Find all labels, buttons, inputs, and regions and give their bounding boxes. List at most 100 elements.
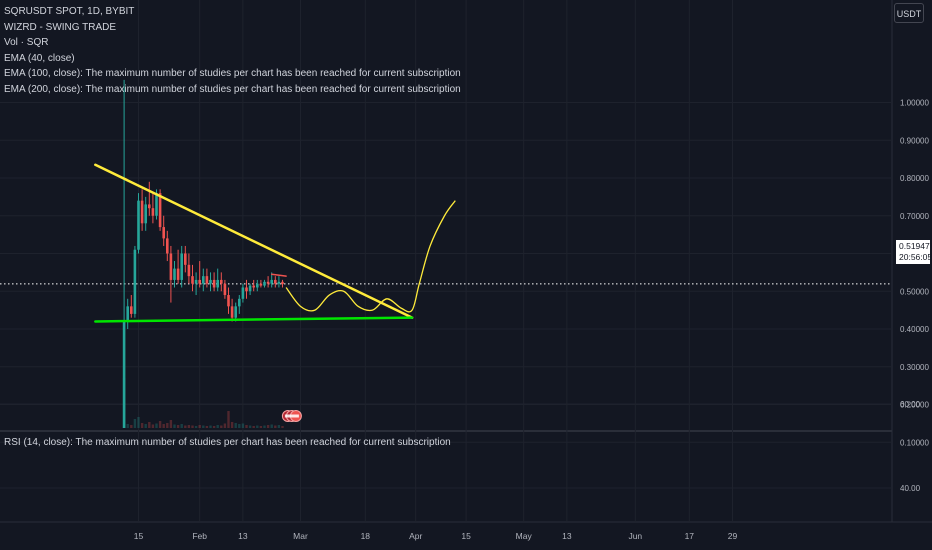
candle	[162, 215, 165, 246]
candle	[184, 245, 187, 273]
candle	[126, 298, 129, 329]
candle-body	[144, 204, 147, 224]
candle	[220, 272, 223, 292]
rsi-tick-label: 60.00	[900, 400, 921, 409]
time-tick-label: Jun	[628, 531, 642, 541]
volume-bar	[248, 425, 252, 428]
volume-bar	[184, 425, 187, 428]
candle	[148, 181, 151, 216]
volume-bar	[187, 425, 191, 428]
time-tick-label: May	[516, 531, 533, 541]
candle-body	[209, 279, 212, 284]
candle	[238, 295, 241, 314]
candle-body	[162, 227, 165, 239]
volume-bar	[148, 422, 151, 428]
candle	[212, 272, 216, 292]
volume-bar	[263, 425, 266, 428]
candle-body	[198, 279, 201, 284]
candle-body	[256, 283, 259, 288]
candle	[176, 249, 180, 284]
volume-bar	[209, 425, 212, 428]
volume-bar	[281, 426, 284, 428]
chart-legend: SQRUSDT SPOT, 1D, BYBIT WIZRD - SWING TR…	[4, 4, 461, 97]
projection-path[interactable]	[285, 200, 456, 313]
candle	[266, 276, 270, 288]
rsi-axis: 60.00 40.00	[900, 400, 921, 493]
candle-body	[263, 281, 266, 286]
candle-body	[130, 306, 133, 314]
descending-trendline[interactable]	[94, 163, 414, 319]
volume-bar	[216, 425, 219, 428]
price-tick-label: 0.90000	[900, 136, 929, 145]
candle	[248, 283, 252, 296]
candle-body	[166, 238, 169, 254]
signal-badge-stripe	[284, 414, 299, 418]
indicator-rsi[interactable]: RSI (14, close): The maximum number of s…	[4, 437, 451, 448]
candle	[209, 272, 212, 292]
candle-body	[274, 279, 277, 284]
candle-body	[205, 276, 209, 284]
volume-bar	[212, 426, 216, 428]
volume-bar	[266, 425, 270, 428]
volume-bar	[126, 424, 129, 428]
candle-body	[187, 264, 191, 277]
volume-bar	[241, 423, 245, 428]
volume-bar	[130, 425, 133, 428]
candle-body	[238, 298, 241, 307]
symbol-title[interactable]: SQRUSDT SPOT, 1D, BYBIT	[4, 6, 135, 17]
candle-body	[245, 287, 248, 292]
last-price-value: 0.51947	[899, 241, 930, 251]
candle	[166, 230, 169, 262]
drawings[interactable]	[94, 163, 456, 422]
price-tick-label: 0.40000	[900, 325, 929, 334]
indicator-ema-40[interactable]: EMA (40, close)	[4, 52, 75, 64]
volume-bar	[227, 411, 230, 428]
volume-bar	[144, 424, 147, 428]
candle-body	[227, 295, 230, 307]
candle	[173, 261, 176, 288]
volume-bar	[198, 425, 201, 428]
last-price-label: 0.51947 20:56:05	[896, 240, 932, 264]
indicator-ema-200[interactable]: EMA (200, close): The maximum number of …	[4, 83, 461, 95]
candle-body	[180, 253, 183, 280]
time-axis[interactable]: 15 Feb 13 Mar 18 Apr 15 May 13 Jun 17 29	[134, 531, 738, 541]
volume-bar	[234, 423, 237, 428]
candle	[216, 268, 219, 292]
candle	[274, 276, 277, 288]
countdown-timer: 20:56:05	[899, 252, 932, 262]
candle	[151, 193, 155, 224]
candle	[122, 79, 126, 428]
time-tick-label: Mar	[293, 531, 308, 541]
volume-bar	[180, 424, 183, 428]
volume-bar	[158, 421, 162, 428]
candle-body	[137, 200, 140, 250]
time-tick-label: 29	[728, 531, 738, 541]
indicator-ema-100[interactable]: EMA (100, close): The maximum number of …	[4, 68, 461, 79]
indicator-wizrd[interactable]: WIZRD - SWING TRADE	[4, 21, 117, 33]
candle	[198, 261, 201, 288]
volume-bar	[220, 425, 223, 428]
candle-body	[176, 268, 180, 280]
price-axis[interactable]: 1.000000.900000.800000.700000.600000.500…	[900, 99, 929, 448]
candle	[245, 279, 248, 299]
resistance-tick[interactable]	[270, 273, 287, 277]
candle-body	[252, 285, 255, 288]
currency-button[interactable]: USDT	[894, 3, 924, 23]
signal-badge-icon[interactable]	[281, 410, 302, 422]
volume-bar	[133, 419, 137, 428]
support-line[interactable]	[94, 316, 414, 323]
rsi-tick-label: 40.00	[900, 484, 921, 493]
candle-body	[173, 268, 176, 280]
volume-bar	[223, 423, 227, 428]
candle-body	[122, 321, 126, 428]
price-tick-label: 1.00000	[900, 99, 929, 108]
time-tick-label: 15	[134, 531, 144, 541]
candle	[169, 245, 173, 303]
indicator-volume[interactable]: Vol · SQR	[4, 37, 49, 48]
volume-bar	[259, 426, 263, 428]
price-tick-label: 0.20000	[900, 401, 929, 410]
candle-body	[184, 253, 187, 265]
volume-bar	[176, 425, 180, 428]
candle-body	[266, 281, 270, 284]
